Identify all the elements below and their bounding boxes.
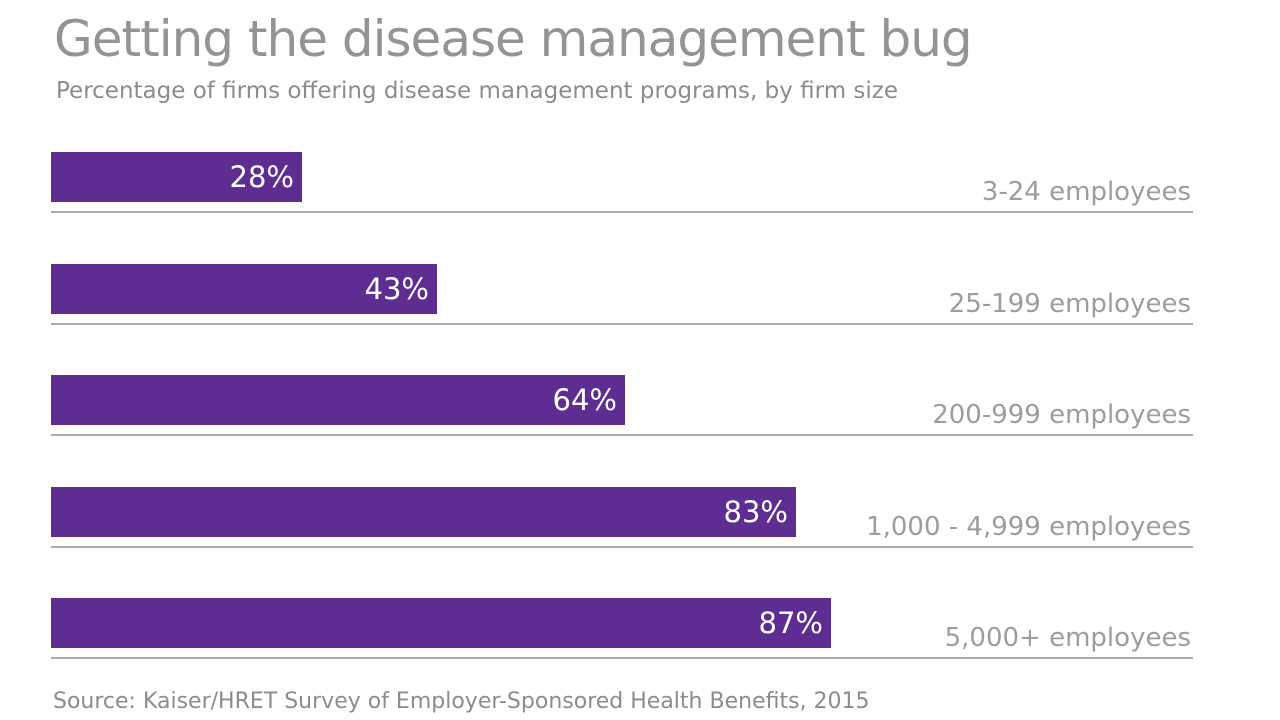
category-label: 25-199 employees — [948, 288, 1191, 319]
bar-row: 64% 200-999 employees — [51, 375, 1193, 487]
bar: 87% — [51, 598, 831, 648]
bar-value-label: 64% — [552, 383, 617, 417]
category-label: 5,000+ employees — [944, 623, 1191, 653]
bar-value-label: 28% — [229, 160, 294, 194]
row-baseline — [51, 434, 1193, 436]
bar: 64% — [51, 375, 625, 425]
plot-area: 28% 3-24 employees 43% 25-199 employees 64% 2… — [51, 152, 1193, 710]
row-baseline — [51, 322, 1193, 325]
bar: 83% — [51, 486, 796, 537]
category-label: 1,000 - 4,999 employees — [866, 511, 1191, 542]
bar-row: 28% 3-24 employees — [51, 152, 1193, 264]
chart-title: Getting the disease management bug — [54, 10, 973, 68]
bar: 43% — [51, 263, 437, 314]
bar-value-label: 83% — [723, 494, 788, 529]
bar-row: 83% 1,000 - 4,999 employees — [51, 486, 1193, 599]
bar-row: 87% 5,000+ employees — [51, 598, 1193, 710]
bar-value-label: 43% — [364, 271, 429, 306]
category-label: 3-24 employees — [981, 177, 1191, 207]
bar-value-label: 87% — [758, 606, 823, 640]
chart-subtitle: Percentage of firms offering disease man… — [56, 78, 899, 104]
row-baseline — [51, 545, 1193, 548]
bar: 28% — [51, 152, 302, 202]
row-baseline — [51, 211, 1193, 213]
source-note: Source: Kaiser/HRET Survey of Employer-S… — [53, 689, 870, 714]
bar-row: 43% 25-199 employees — [51, 263, 1193, 376]
row-baseline — [51, 657, 1193, 659]
category-label: 200-999 employees — [932, 400, 1191, 430]
